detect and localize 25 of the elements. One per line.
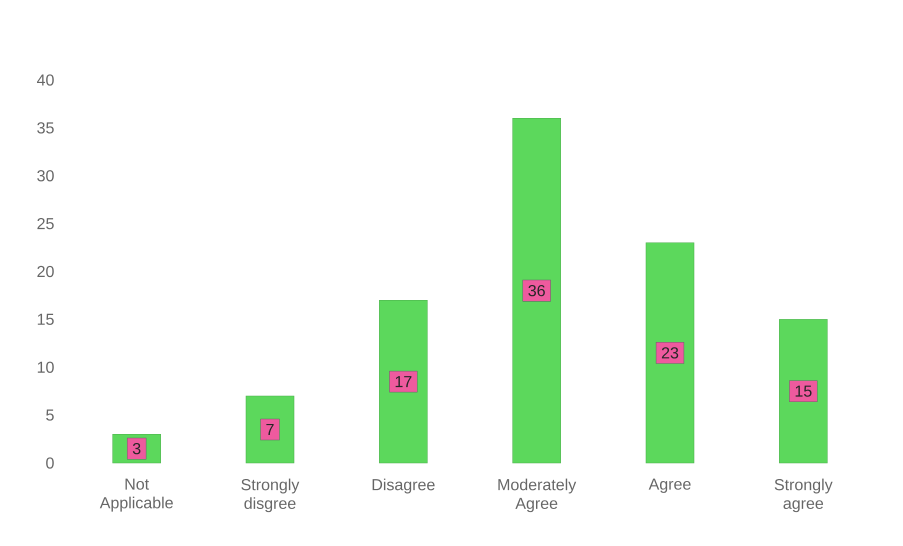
y-tick-label: 0	[46, 457, 54, 469]
data-label: 3	[132, 442, 140, 454]
y-tick-label: 40	[36, 74, 54, 86]
data-label: 15	[796, 386, 812, 397]
y-tick-label: 15	[38, 314, 54, 325]
bar	[646, 242, 694, 464]
x-tick-label: Strongly agree	[774, 478, 833, 512]
x-tick-label: Moderately Agree	[498, 478, 576, 512]
data-label: 23	[662, 347, 678, 359]
x-tick-label: Disagree	[372, 478, 435, 494]
y-tick-label: 20	[37, 266, 54, 278]
y-tick-label: 35	[37, 122, 54, 134]
data-label: 7	[266, 424, 274, 435]
y-tick-label: 30	[37, 170, 54, 182]
bar	[779, 319, 828, 464]
x-tick-label: Strongly disgree	[241, 478, 300, 512]
y-tick-label: 10	[38, 362, 54, 373]
data-label: 17	[396, 376, 412, 388]
x-tick-label: Agree	[648, 478, 691, 493]
bar	[512, 118, 561, 464]
x-tick-label: Not Applicable	[100, 478, 173, 512]
y-tick-label: 25	[37, 218, 54, 230]
bar	[379, 300, 428, 464]
data-label: 36	[528, 284, 545, 296]
y-tick-label: 5	[46, 410, 54, 421]
